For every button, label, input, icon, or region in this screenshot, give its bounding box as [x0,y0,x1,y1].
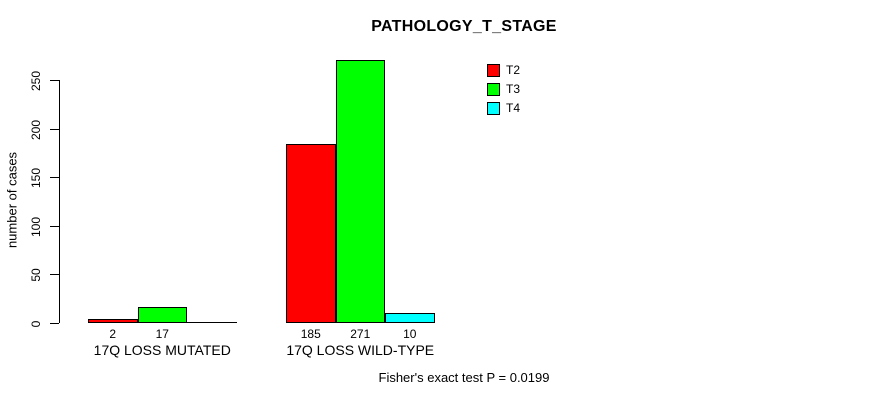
y-tick-label: 50 [29,267,43,282]
legend-item-t3: T3 [487,80,520,99]
y-tick-mark [50,177,59,178]
y-axis-title: number of cases [4,151,20,249]
y-tick-label: 250 [29,70,43,91]
bar-count-label: 2 [109,327,117,341]
y-tick-mark [50,129,59,130]
legend-item-t2: T2 [487,61,520,80]
y-axis-line [59,80,60,323]
bar-t2-wild-type [286,144,336,323]
bar-count-label: 185 [300,327,321,341]
bar-t4-wild-type [385,313,435,323]
y-tick-mark [50,80,59,81]
bar-count-label: 271 [350,327,371,341]
legend-swatch-t4 [487,102,500,115]
legend-label: T3 [506,82,521,96]
y-tick-mark [50,323,59,324]
legend: T2 T3 T4 [487,61,520,118]
y-tick-label: 150 [29,167,43,188]
bar-t2-mutated [88,319,138,323]
y-tick-label: 0 [29,320,43,327]
category-label: 17Q LOSS MUTATED [93,342,231,358]
legend-label: T4 [506,101,521,115]
legend-swatch-t2 [487,64,500,77]
y-tick-label: 100 [29,216,43,237]
y-tick-label: 200 [29,119,43,140]
bar-count-label: 17 [155,327,169,341]
legend-item-t4: T4 [487,99,520,118]
category-label: 17Q LOSS WILD-TYPE [286,342,435,358]
bar-count-label: 10 [403,327,417,341]
fisher-test-annotation: Fisher's exact test P = 0.0199 [378,370,550,385]
y-tick-mark [50,226,59,227]
legend-swatch-t3 [487,83,500,96]
chart-title: PATHOLOGY_T_STAGE [371,18,557,35]
legend-label: T2 [506,63,521,77]
bar-t3-wild-type [335,60,385,323]
bar-t3-mutated [137,307,187,323]
y-tick-mark [50,274,59,275]
